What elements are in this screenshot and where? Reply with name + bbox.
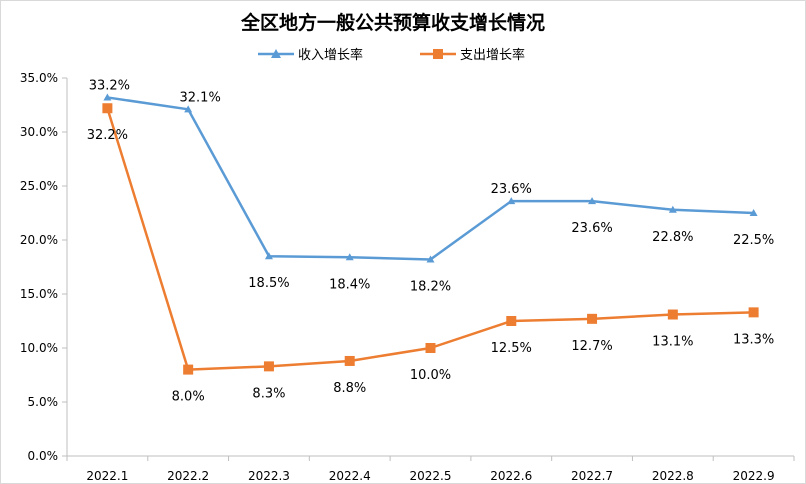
- y-axis-ticks: 0.0% 5.0% 10.0% 15.0% 20.0% 25.0% 30.0% 35.0%: [20, 71, 67, 463]
- x-tick-label: 2022.5: [410, 469, 452, 483]
- legend-expenditure-label: 支出增长率: [460, 47, 525, 63]
- income-data-label: 32.1%: [180, 90, 221, 105]
- income-point: [103, 93, 112, 101]
- y-tick-label: 20.0%: [20, 233, 58, 247]
- income-data-label: 18.5%: [248, 276, 289, 291]
- expenditure-point: [425, 343, 436, 353]
- legend-expenditure-marker: [433, 49, 443, 59]
- expenditure-data-label: 8.3%: [252, 386, 285, 401]
- legend: 收入增长率 支出增长率: [258, 47, 525, 63]
- data-labels: 33.2% 32.1% 18.5% 18.4% 18.2% 23.6% 23.6% 22.8%…: [87, 78, 775, 404]
- income-point: [507, 197, 516, 205]
- income-point: [749, 209, 758, 216]
- income-data-label: 22.5%: [733, 233, 774, 248]
- income-point: [668, 205, 677, 213]
- income-data-label: 18.2%: [410, 279, 451, 294]
- y-tick-label: 30.0%: [20, 125, 58, 139]
- expenditure-point: [667, 309, 678, 320]
- income-point: [184, 105, 193, 113]
- y-tick-label: 0.0%: [28, 449, 59, 463]
- income-data-label: 18.4%: [329, 277, 370, 292]
- income-point: [426, 255, 435, 263]
- y-tick-label: 35.0%: [20, 71, 58, 85]
- income-data-label: 22.8%: [652, 230, 693, 245]
- income-point: [264, 252, 273, 260]
- expenditure-data-label: 12.5%: [491, 341, 532, 356]
- x-tick-label: 2022.4: [329, 469, 371, 483]
- x-tick-label: 2022.3: [248, 469, 290, 483]
- expenditure-data-label: 13.1%: [652, 335, 693, 350]
- expenditure-point: [102, 103, 113, 114]
- expenditure-point: [506, 316, 517, 326]
- x-axis-ticks: 2022.1 2022.2 2022.3 2022.4 2022.5 2022.6 2022…: [66, 456, 795, 483]
- y-tick-label: 10.0%: [20, 341, 58, 355]
- x-tick-label: 2022.6: [490, 469, 532, 483]
- legend-item-expenditure: 支出增长率: [420, 47, 525, 63]
- income-data-label: 23.6%: [571, 221, 612, 236]
- income-point: [588, 197, 597, 205]
- income-data-label: 33.2%: [89, 78, 130, 93]
- expenditure-data-label: 12.7%: [571, 339, 612, 354]
- expenditure-data-label: 10.0%: [410, 368, 451, 383]
- x-tick-label: 2022.1: [86, 469, 128, 483]
- expenditure-point: [748, 307, 759, 318]
- y-tick-label: 15.0%: [20, 287, 58, 301]
- x-tick-label: 2022.8: [652, 469, 694, 483]
- expenditure-data-label: 13.3%: [733, 332, 774, 347]
- expenditure-data-label: 8.0%: [172, 390, 205, 405]
- income-point: [345, 253, 354, 261]
- legend-item-income: 收入增长率: [258, 47, 363, 63]
- y-tick-label: 5.0%: [28, 395, 59, 409]
- expenditure-data-label: 8.8%: [333, 381, 366, 396]
- expenditure-point: [344, 355, 355, 366]
- expenditure-point: [183, 364, 194, 375]
- x-tick-label: 2022.7: [571, 469, 613, 483]
- y-tick-label: 25.0%: [20, 179, 58, 193]
- x-tick-label: 2022.2: [167, 469, 209, 483]
- income-data-label: 23.6%: [491, 182, 532, 197]
- legend-income-marker: [271, 49, 281, 58]
- expenditure-point: [263, 361, 274, 372]
- expenditure-data-label: 32.2%: [87, 128, 128, 143]
- chart-title: 全区地方一般公共预算收支增长情况: [240, 11, 545, 34]
- series-layer: [102, 93, 759, 375]
- expenditure-point: [587, 313, 598, 324]
- legend-income-label: 收入增长率: [298, 47, 363, 63]
- x-tick-label: 2022.9: [733, 469, 775, 483]
